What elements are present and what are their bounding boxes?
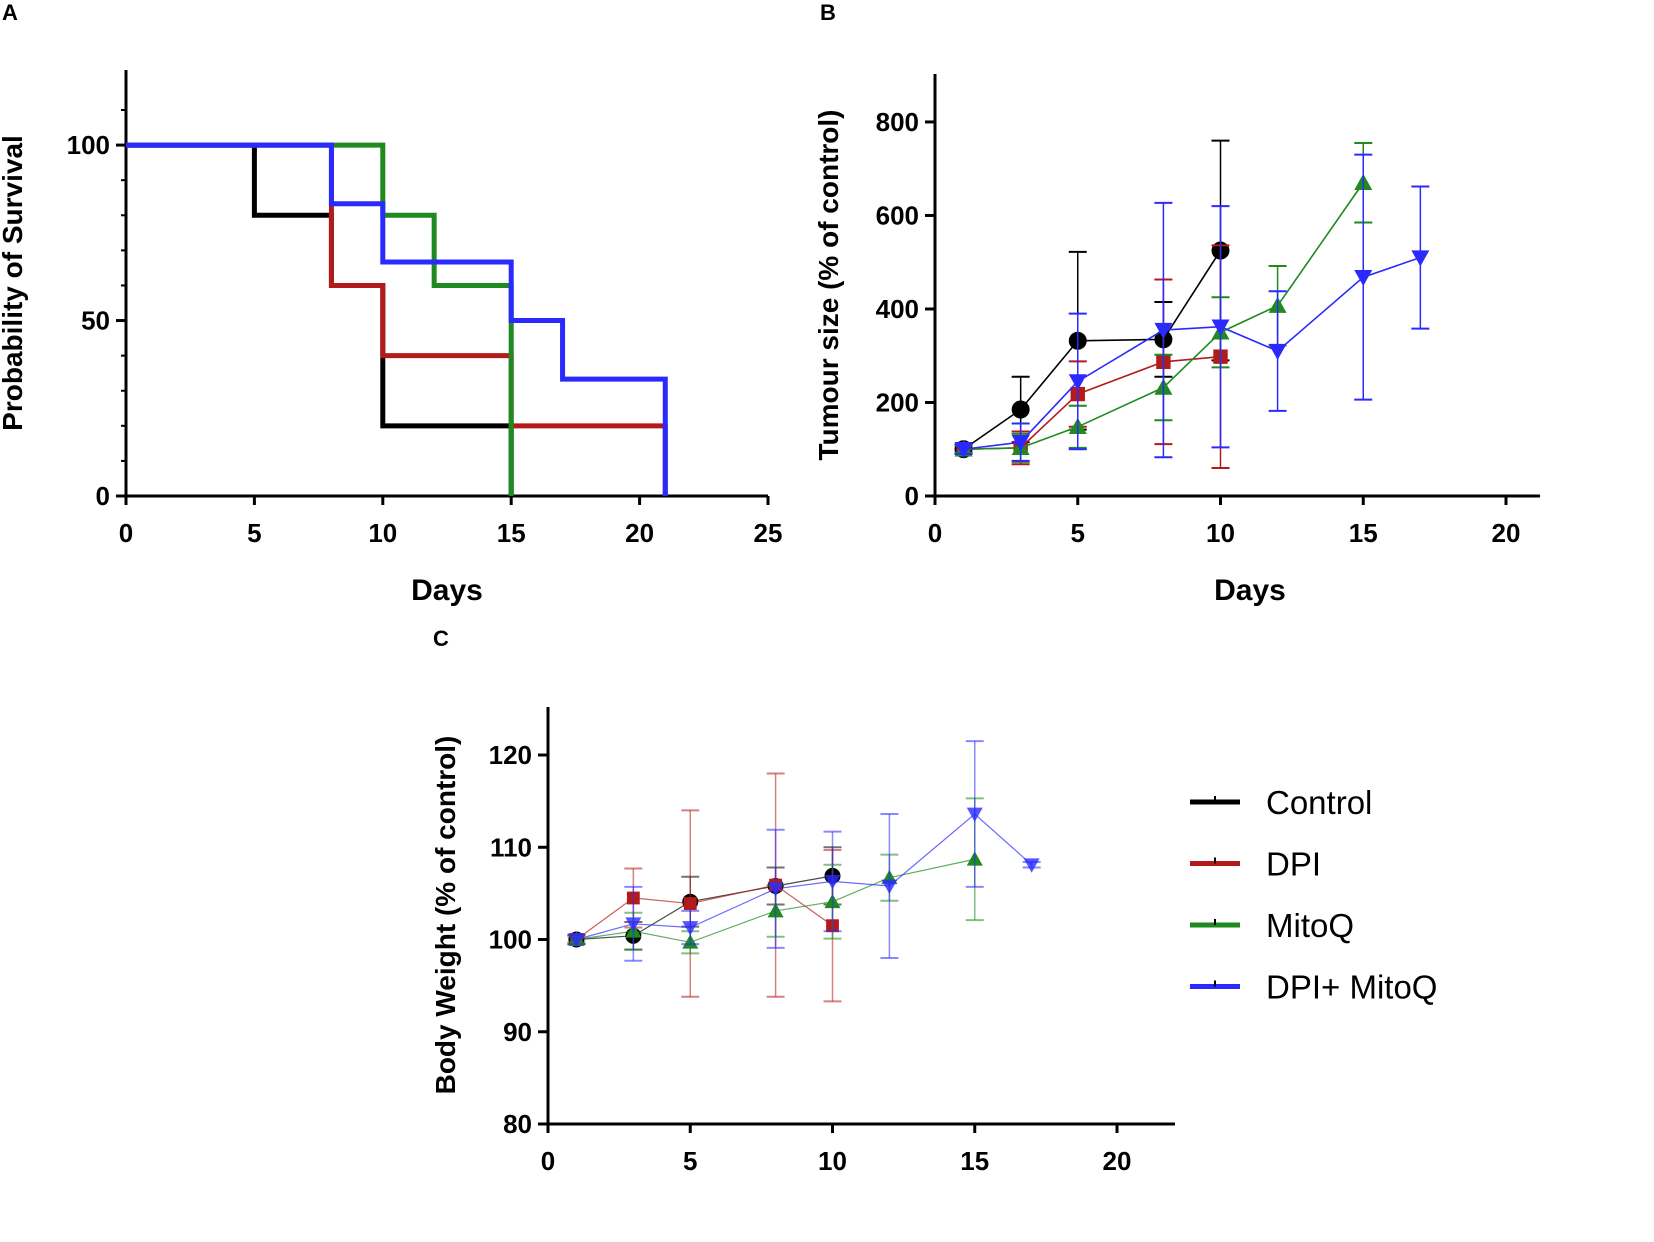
c-point-dpi-mitoq bbox=[966, 807, 983, 823]
legend-label-dpi: DPI bbox=[1266, 846, 1321, 883]
c-x-tick-label: 15 bbox=[960, 1146, 989, 1176]
b-x-tick-label: 20 bbox=[1492, 518, 1521, 548]
a-x-tick-label: 20 bbox=[625, 518, 654, 548]
a-survival-curve-mitoq bbox=[126, 142, 514, 496]
c-y-tick-label: 90 bbox=[503, 1017, 532, 1047]
c-x-tick-label: 20 bbox=[1103, 1146, 1132, 1176]
b-y-tick-label: 200 bbox=[876, 387, 919, 417]
a-x-tick-label: 15 bbox=[497, 518, 526, 548]
b-point-dpi-mitoq bbox=[1011, 435, 1030, 452]
b-point-dpi-mitoq bbox=[954, 442, 973, 459]
c-point-dpi-mitoq bbox=[881, 879, 898, 895]
legend-label-mitoq: MitoQ bbox=[1266, 907, 1354, 944]
legend-label-dpi-mitoq: DPI+ MitoQ bbox=[1266, 969, 1437, 1006]
c-x-tick-label: 5 bbox=[683, 1146, 697, 1176]
c-point-dpi-mitoq bbox=[767, 882, 784, 897]
b-y-tick-label: 400 bbox=[876, 294, 919, 324]
a-y-tick-label: 0 bbox=[96, 481, 110, 511]
c-point-dpi bbox=[683, 897, 697, 910]
c-point-dpi-mitoq bbox=[682, 921, 699, 936]
b-x-tick-label: 5 bbox=[1071, 518, 1085, 548]
a-y-tick-label: 50 bbox=[81, 306, 110, 336]
legend-label-control: Control bbox=[1266, 784, 1372, 821]
b-point-dpi-mitoq bbox=[1154, 322, 1173, 340]
c-x-tick-label: 10 bbox=[818, 1146, 847, 1176]
a-x-tick-label: 0 bbox=[119, 518, 133, 548]
b-point-dpi-mitoq bbox=[1411, 250, 1430, 267]
a-y-tick-label: 100 bbox=[67, 130, 110, 160]
b-point-control bbox=[1011, 400, 1030, 419]
a-x-axis-label: Days bbox=[411, 574, 483, 607]
c-series-line-dpi bbox=[576, 884, 833, 940]
b-y-tick-label: 600 bbox=[876, 200, 919, 230]
a-y-axis-label: Probability of Survival bbox=[0, 135, 28, 431]
b-y-tick-label: 800 bbox=[876, 107, 919, 137]
panel-label-b: B bbox=[820, 0, 836, 25]
c-y-tick-label: 80 bbox=[503, 1109, 532, 1139]
a-survival-curve-dpi-mitoq bbox=[126, 142, 668, 496]
panel-label-c: C bbox=[433, 626, 449, 651]
c-point-dpi-mitoq bbox=[625, 917, 642, 932]
c-series-line-dpi-mitoq bbox=[576, 813, 1033, 941]
b-x-tick-label: 0 bbox=[928, 518, 942, 548]
panel-label-a: A bbox=[2, 0, 18, 25]
b-y-tick-label: 0 bbox=[905, 481, 919, 511]
c-point-dpi-mitoq bbox=[1023, 858, 1040, 873]
b-point-dpi-mitoq bbox=[1268, 343, 1287, 361]
a-x-tick-label: 25 bbox=[754, 518, 783, 548]
a-x-tick-label: 5 bbox=[247, 518, 261, 548]
b-point-dpi-mitoq bbox=[1354, 269, 1373, 287]
b-y-axis-label: Tumour size (% of control) bbox=[813, 109, 844, 460]
b-x-axis-label: Days bbox=[1214, 574, 1286, 607]
c-y-tick-label: 110 bbox=[490, 832, 532, 862]
a-survival-curve-control bbox=[126, 142, 514, 496]
c-point-dpi-mitoq bbox=[568, 933, 585, 948]
c-x-tick-label: 0 bbox=[541, 1146, 555, 1176]
c-point-dpi-mitoq bbox=[824, 874, 841, 890]
b-x-tick-label: 10 bbox=[1206, 518, 1235, 548]
c-y-axis-label: Body Weight (% of control) bbox=[430, 736, 461, 1095]
b-series-line-dpi-mitoq bbox=[963, 256, 1421, 451]
b-x-tick-label: 15 bbox=[1349, 518, 1378, 548]
c-y-tick-label: 120 bbox=[489, 740, 532, 770]
a-survival-curve-dpi bbox=[126, 142, 668, 496]
a-x-tick-label: 10 bbox=[368, 518, 397, 548]
b-point-dpi-mitoq bbox=[1211, 319, 1230, 336]
b-point-dpi-mitoq bbox=[1068, 374, 1087, 391]
c-y-tick-label: 100 bbox=[489, 925, 532, 955]
